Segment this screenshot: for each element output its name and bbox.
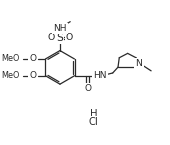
- Text: Cl: Cl: [89, 117, 98, 127]
- Text: NH: NH: [53, 24, 67, 33]
- Text: S: S: [57, 33, 63, 43]
- Text: O: O: [66, 33, 73, 42]
- Text: O: O: [84, 84, 91, 93]
- Text: O: O: [29, 54, 36, 63]
- Text: MeO: MeO: [1, 71, 19, 80]
- Text: HN: HN: [93, 71, 106, 80]
- Text: O: O: [47, 33, 54, 42]
- Text: N: N: [135, 59, 142, 68]
- Text: H: H: [90, 109, 97, 119]
- Text: MeO: MeO: [1, 55, 19, 64]
- Text: O: O: [29, 71, 36, 80]
